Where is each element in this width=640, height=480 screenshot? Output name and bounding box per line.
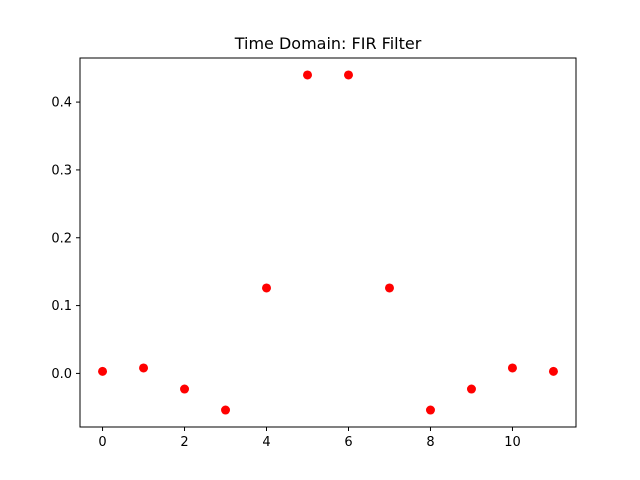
x-tick-label: 4: [262, 435, 270, 450]
y-tick-label: 0.3: [51, 163, 72, 178]
data-point: [221, 405, 231, 415]
data-point: [507, 363, 517, 373]
y-tick-label: 0.1: [51, 299, 72, 314]
x-tick-label: 10: [504, 435, 521, 450]
y-axis-ticks: 0.0 0.1 0.2 0.3 0.4: [51, 96, 80, 382]
data-point: [139, 363, 149, 373]
data-points: [98, 70, 558, 415]
data-point: [466, 384, 476, 394]
x-tick-label: 2: [180, 435, 188, 450]
data-point: [384, 283, 394, 293]
data-point: [425, 405, 435, 415]
data-point: [303, 70, 313, 80]
plot-area-frame: [79, 57, 577, 428]
y-tick-label: 0.4: [51, 96, 72, 111]
data-point: [343, 70, 353, 80]
data-point: [98, 366, 108, 376]
x-axis-ticks: 0 2 4 6 8 10: [98, 427, 521, 450]
data-point: [180, 384, 190, 394]
data-point: [548, 366, 558, 376]
x-tick-label: 0: [98, 435, 106, 450]
chart-title: Time Domain: FIR Filter: [234, 34, 422, 53]
x-tick-label: 8: [426, 435, 434, 450]
y-tick-label: 0.2: [51, 231, 72, 246]
data-point: [262, 283, 272, 293]
x-tick-label: 6: [344, 435, 352, 450]
y-tick-label: 0.0: [51, 367, 72, 382]
